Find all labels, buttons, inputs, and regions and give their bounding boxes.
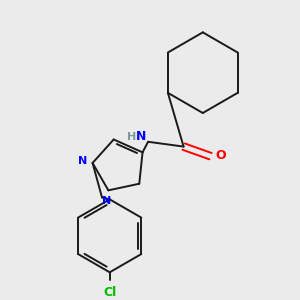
Text: O: O	[215, 149, 226, 162]
Text: N: N	[78, 156, 87, 166]
Text: H: H	[127, 132, 136, 142]
Text: N: N	[102, 196, 111, 206]
Text: Cl: Cl	[103, 286, 116, 299]
Text: N: N	[136, 130, 146, 143]
